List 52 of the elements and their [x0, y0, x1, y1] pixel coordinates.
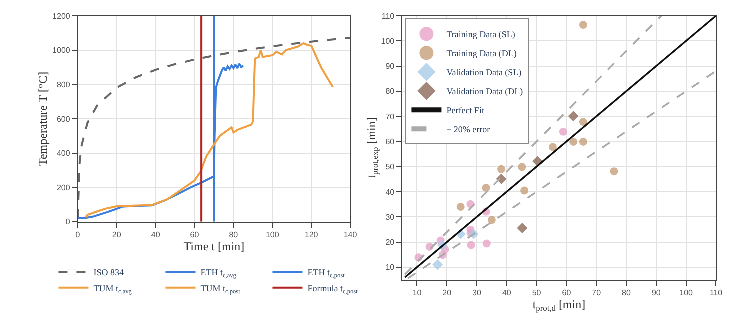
- x-tick-label: 100: [266, 230, 280, 240]
- x-tick-label: 80: [622, 288, 632, 298]
- x-tick-label: 50: [532, 288, 542, 298]
- x-tick-label: 40: [502, 288, 512, 298]
- legend-label: ETH t$_{c,avg}$: [200, 268, 238, 280]
- legend-label: Validation Data (DL): [446, 86, 524, 97]
- x-tick-label: 90: [652, 288, 662, 298]
- y-tick-label: 30: [386, 212, 396, 222]
- y-tick-label: 1200: [52, 12, 71, 21]
- legend-label: Training Data (DL): [446, 48, 517, 59]
- y-tick-label: 20: [386, 238, 396, 248]
- x-tick-label: 20: [442, 288, 452, 298]
- legend-label: TUM t$_{c,avg}$: [94, 283, 133, 296]
- y-tick-label: 400: [56, 149, 71, 158]
- y-tick-label: 110: [382, 12, 396, 21]
- y-tick-label: 100: [381, 36, 396, 46]
- legend-label: Training Data (SL): [446, 30, 516, 40]
- y-tick-label: 60: [386, 138, 396, 147]
- x-tick-label: 60: [190, 230, 200, 240]
- legend-label: ETH t$_{c,post}$: [308, 268, 346, 280]
- x-tick-label: 40: [151, 230, 161, 240]
- x-axis-title: t$_{prot,d}$ [min]: [532, 298, 586, 314]
- y-tick-label: 40: [386, 188, 396, 197]
- y-tick-label: 70: [386, 112, 396, 122]
- y-axis-title: Temperature T [°C]: [36, 72, 50, 166]
- x-tick-label: 70: [592, 288, 602, 298]
- legend-label: TUM t$_{c,post}$: [200, 283, 241, 296]
- x-tick-label: 30: [472, 288, 482, 298]
- y-tick-label: 1000: [52, 46, 71, 56]
- legend-label: Validation Data (SL): [446, 68, 522, 78]
- x-tick-label: 10: [412, 288, 422, 298]
- y-tick-label: 200: [56, 183, 71, 192]
- y-tick-label: 90: [386, 62, 396, 72]
- x-tick-label: 110: [710, 288, 724, 298]
- x-tick-label: 120: [304, 230, 319, 240]
- legend-label: Formula t$_{c,post}$: [308, 283, 358, 296]
- x-tick-label: 0: [76, 230, 81, 240]
- legend-label: ± 20% error: [446, 124, 490, 135]
- x-tick-label: 140: [344, 230, 358, 240]
- y-tick-label: 50: [386, 162, 396, 172]
- legend-label: ISO 834: [94, 268, 124, 278]
- y-tick-label: 0: [66, 218, 71, 227]
- x-tick-label: 80: [229, 230, 239, 240]
- x-axis-title: Time t [min]: [184, 240, 245, 254]
- legend-label: Perfect Fit: [446, 106, 485, 116]
- y-tick-label: 800: [56, 80, 71, 90]
- y-tick-label: 600: [56, 114, 71, 124]
- x-tick-label: 60: [562, 288, 572, 298]
- y-tick-label: 80: [386, 87, 396, 96]
- x-tick-label: 20: [112, 230, 122, 240]
- x-tick-label: 100: [680, 288, 694, 298]
- y-tick-label: 10: [386, 263, 396, 272]
